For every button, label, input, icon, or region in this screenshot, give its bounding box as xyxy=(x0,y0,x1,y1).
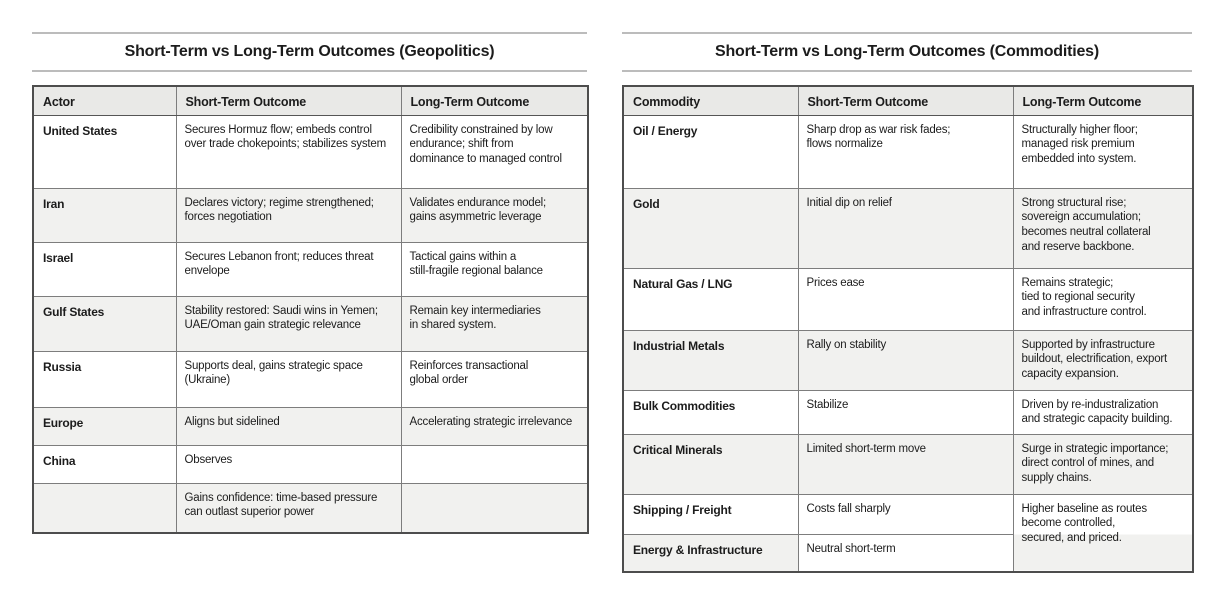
short-term-cell: Sharp drop as war risk fades; flows norm… xyxy=(797,114,1014,189)
long-term-cell xyxy=(400,482,589,534)
short-term-cell: Stability restored: Saudi wins in Yemen;… xyxy=(175,295,402,352)
long-term-cell-merged: Higher baseline as routes become control… xyxy=(1012,493,1194,573)
table-row: United States Secures Hormuz flow; embed… xyxy=(32,114,589,189)
commodity-cell: Gold xyxy=(622,187,799,269)
actor-cell: Russia xyxy=(32,350,177,408)
short-term-cell: Rally on stability xyxy=(797,329,1014,391)
title-underline-rule xyxy=(32,70,587,72)
table-row: Natural Gas / LNG Prices ease Remains st… xyxy=(622,267,1194,331)
long-term-cell: Credibility constrained by low endurance… xyxy=(400,114,589,189)
actor-cell: Gulf States xyxy=(32,295,177,352)
actor-cell: China xyxy=(32,444,177,484)
long-term-cell: Surge in strategic importance; direct co… xyxy=(1012,433,1194,495)
column-header-actor: Actor xyxy=(32,85,177,116)
geopolitics-table: Actor Short-Term Outcome Long-Term Outco… xyxy=(32,85,589,534)
table-row: Bulk Commodities Stabilize Driven by re-… xyxy=(622,389,1194,435)
short-term-cell: Stabilize xyxy=(797,389,1014,435)
long-term-cell: Driven by re-industralization and strate… xyxy=(1012,389,1194,435)
commodity-cell: Shipping / Freight xyxy=(622,493,799,535)
actor-cell: United States xyxy=(32,114,177,189)
short-term-cell: Prices ease xyxy=(797,267,1014,331)
short-term-cell: Initial dip on relief xyxy=(797,187,1014,269)
table-row: Oil / Energy Sharp drop as war risk fade… xyxy=(622,114,1194,189)
geopolitics-title: Short-Term vs Long-Term Outcomes (Geopol… xyxy=(124,43,495,60)
table-row: China Observes xyxy=(32,444,589,484)
actor-cell xyxy=(32,482,177,534)
column-header-long-term: Long-Term Outcome xyxy=(400,85,589,116)
actor-cell: Iran xyxy=(32,187,177,243)
short-term-cell: Observes xyxy=(175,444,402,484)
short-term-cell: Gains confidence: time-based pressure ca… xyxy=(175,482,402,534)
geopolitics-panel: Short-Term vs Long-Term Outcomes (Geopol… xyxy=(32,32,589,534)
long-term-cell: Accelerating strategic irrelevance xyxy=(400,406,589,446)
geopolitics-table-wrap: Actor Short-Term Outcome Long-Term Outco… xyxy=(32,85,589,534)
table-row: Gold Initial dip on relief Strong struct… xyxy=(622,187,1194,269)
actor-cell: Israel xyxy=(32,241,177,297)
long-term-cell: Supported by infrastructure buildout, el… xyxy=(1012,329,1194,391)
short-term-cell: Secures Lebanon front; reduces threat en… xyxy=(175,241,402,297)
long-term-cell: Structurally higher floor; managed risk … xyxy=(1012,114,1194,189)
long-term-cell: Remains strategic; tied to regional secu… xyxy=(1012,267,1194,331)
long-term-cell: Tactical gains within a still-fragile re… xyxy=(400,241,589,297)
commodity-cell: Critical Minerals xyxy=(622,433,799,495)
column-header-commodity: Commodity xyxy=(622,85,799,116)
long-term-cell: Reinforces transactional global order xyxy=(400,350,589,408)
commodities-title: Short-Term vs Long-Term Outcomes (Commod… xyxy=(714,43,1100,60)
column-header-long-term: Long-Term Outcome xyxy=(1012,85,1194,116)
table-row: Europe Aligns but sidelined Accelerating… xyxy=(32,406,589,446)
short-term-cell: Neutral short-term xyxy=(797,533,1014,573)
column-header-short-term: Short-Term Outcome xyxy=(797,85,1014,116)
top-rule xyxy=(622,32,1192,34)
long-term-cell: Remain key intermediaries in shared syst… xyxy=(400,295,589,352)
table-row: Gains confidence: time-based pressure ca… xyxy=(32,482,589,534)
short-term-cell: Secures Hormuz flow; embeds control over… xyxy=(175,114,402,189)
commodities-panel: Short-Term vs Long-Term Outcomes (Commod… xyxy=(622,32,1194,573)
top-rule xyxy=(32,32,587,34)
short-term-cell: Declares victory; regime strengthened; f… xyxy=(175,187,402,243)
table-header-row: Actor Short-Term Outcome Long-Term Outco… xyxy=(32,85,589,116)
short-term-cell: Aligns but sidelined xyxy=(175,406,402,446)
long-term-cell: Validates endurance model; gains asymmet… xyxy=(400,187,589,243)
title-underline-rule xyxy=(622,70,1192,72)
table-row: Israel Secures Lebanon front; reduces th… xyxy=(32,241,589,297)
table-row: Critical Minerals Limited short-term mov… xyxy=(622,433,1194,495)
table-row: Energy & Infrastructure Neutral short-te… xyxy=(622,533,1193,573)
short-term-cell: Limited short-term move xyxy=(797,433,1014,495)
commodity-cell: Bulk Commodities xyxy=(622,389,799,435)
table-row: Industrial Metals Rally on stability Sup… xyxy=(622,329,1194,391)
column-header-short-term: Short-Term Outcome xyxy=(175,85,402,116)
commodities-table-wrap: Commodity Short-Term Outcome Long-Term O… xyxy=(622,85,1194,573)
commodity-cell: Natural Gas / LNG xyxy=(622,267,799,331)
short-term-cell: Supports deal, gains strategic space (Uk… xyxy=(175,350,402,408)
commodity-cell: Industrial Metals xyxy=(622,329,799,391)
table-row: Gulf States Stability restored: Saudi wi… xyxy=(32,295,589,352)
long-term-cell: Strong structural rise; sovereign accumu… xyxy=(1012,187,1194,269)
commodities-table: Commodity Short-Term Outcome Long-Term O… xyxy=(622,85,1194,573)
table-row: Iran Declares victory; regime strengthen… xyxy=(32,187,589,243)
table-row: Shipping / Freight Costs fall sharply Hi… xyxy=(622,493,1194,573)
table-header-row: Commodity Short-Term Outcome Long-Term O… xyxy=(622,85,1194,116)
short-term-cell: Costs fall sharply xyxy=(797,493,1014,535)
commodity-cell: Energy & Infrastructure xyxy=(622,533,799,573)
actor-cell: Europe xyxy=(32,406,177,446)
commodity-cell: Oil / Energy xyxy=(622,114,799,189)
table-row: Russia Supports deal, gains strategic sp… xyxy=(32,350,589,408)
long-term-cell xyxy=(400,444,589,484)
